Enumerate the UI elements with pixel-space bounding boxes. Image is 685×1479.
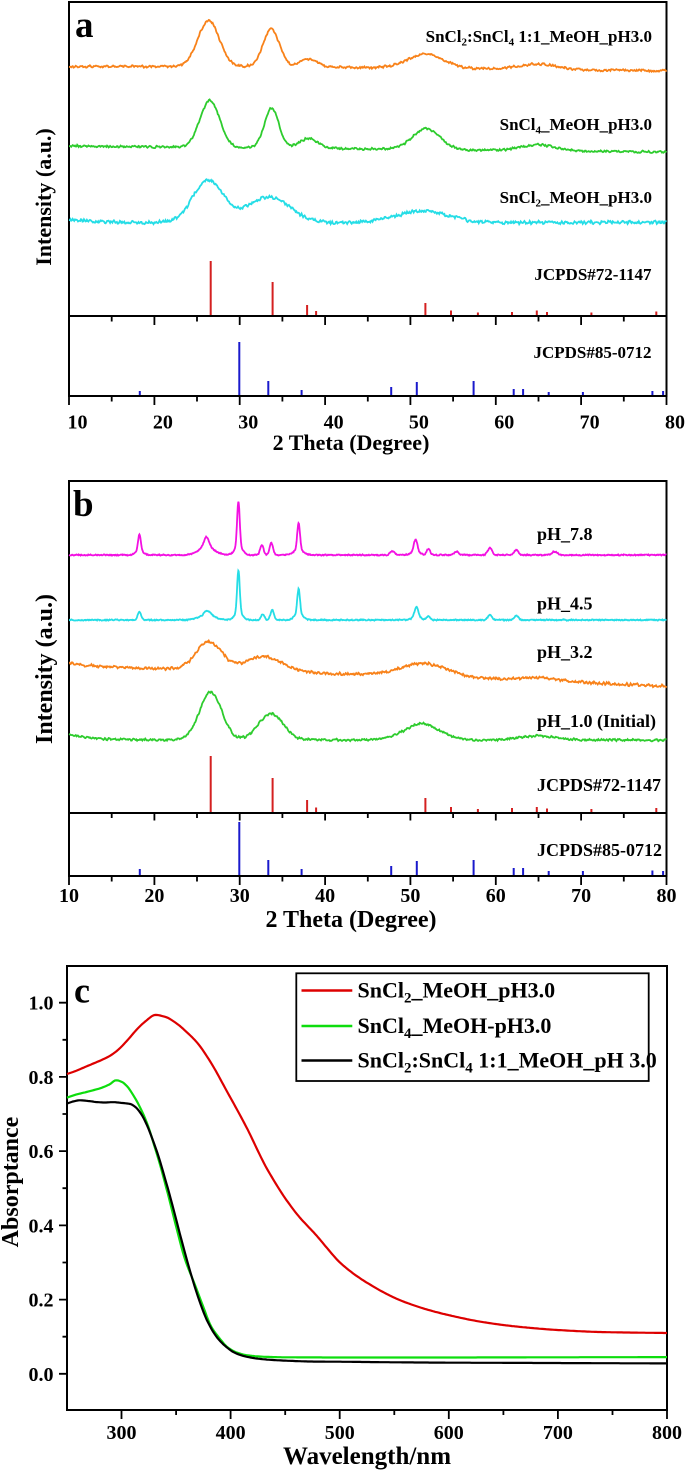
svg-text:70: 70	[571, 885, 591, 907]
svg-text:600: 600	[434, 1422, 464, 1444]
svg-text:Intensity (a.u.): Intensity (a.u.)	[31, 128, 56, 266]
svg-text:0.0: 0.0	[29, 1364, 54, 1386]
svg-text:Absorptance: Absorptance	[0, 1116, 24, 1247]
svg-text:30: 30	[238, 412, 258, 434]
svg-text:SnCl2​_MeOH_pH3.0: SnCl2​_MeOH_pH3.0	[358, 978, 556, 1007]
svg-text:JCPDS#85-0712: JCPDS#85-0712	[537, 840, 662, 860]
svg-text:a: a	[75, 5, 94, 46]
svg-text:SnCl2​:SnCl4​ 1:1_MeOH_pH3.0: SnCl2​:SnCl4​ 1:1_MeOH_pH3.0	[426, 27, 652, 49]
svg-text:10: 10	[68, 412, 88, 434]
svg-text:800: 800	[652, 1422, 682, 1444]
svg-text:c: c	[74, 971, 90, 1011]
svg-text:60: 60	[486, 885, 506, 907]
svg-text:50: 50	[409, 412, 429, 434]
svg-text:b: b	[73, 484, 94, 525]
svg-text:pH_4.5: pH_4.5	[537, 594, 593, 614]
svg-text:SnCl4​_MeOH_pH3.0: SnCl4​_MeOH_pH3.0	[500, 115, 652, 137]
svg-text:JCPDS#85-0712: JCPDS#85-0712	[533, 343, 651, 362]
svg-text:700: 700	[543, 1422, 573, 1444]
svg-text:pH_3.2: pH_3.2	[537, 642, 593, 662]
svg-text:0.4: 0.4	[29, 1215, 54, 1237]
svg-text:40: 40	[324, 412, 344, 434]
svg-text:0.8: 0.8	[29, 1067, 54, 1089]
svg-text:80: 80	[665, 412, 685, 434]
svg-text:50: 50	[400, 885, 420, 907]
svg-text:10: 10	[59, 885, 79, 907]
svg-text:40: 40	[315, 885, 335, 907]
svg-text:70: 70	[580, 412, 600, 434]
svg-text:2 Theta (Degree): 2 Theta (Degree)	[273, 430, 430, 455]
svg-text:60: 60	[494, 412, 514, 434]
svg-text:20: 20	[153, 412, 173, 434]
svg-text:1.0: 1.0	[29, 993, 54, 1015]
svg-text:2 Theta (Degree): 2 Theta (Degree)	[265, 907, 436, 933]
svg-text:20: 20	[144, 885, 164, 907]
svg-text:Intensity (a.u.): Intensity (a.u.)	[32, 594, 58, 744]
svg-text:0.2: 0.2	[29, 1290, 54, 1312]
svg-text:SnCl2​_MeOH_pH3.0: SnCl2​_MeOH_pH3.0	[500, 188, 652, 210]
svg-text:80: 80	[657, 885, 677, 907]
svg-text:500: 500	[325, 1422, 355, 1444]
svg-text:SnCl4​_MeOH-pH3.0: SnCl4​_MeOH-pH3.0	[358, 1013, 552, 1042]
svg-text:pH_7.8: pH_7.8	[537, 524, 593, 544]
svg-text:JCPDS#72-1147: JCPDS#72-1147	[534, 265, 652, 284]
svg-text:pH_1.0 (Initial): pH_1.0 (Initial)	[537, 711, 656, 732]
svg-text:JCPDS#72-1147: JCPDS#72-1147	[537, 775, 661, 795]
svg-text:0.6: 0.6	[29, 1141, 54, 1163]
svg-text:SnCl2​:SnCl4​ 1:1_MeOH_pH 3.0: SnCl2​:SnCl4​ 1:1_MeOH_pH 3.0	[358, 1048, 657, 1077]
svg-text:Wavelength/nm: Wavelength/nm	[283, 1443, 451, 1470]
svg-text:400: 400	[216, 1422, 246, 1444]
svg-text:30: 30	[230, 885, 250, 907]
svg-text:300: 300	[107, 1422, 137, 1444]
